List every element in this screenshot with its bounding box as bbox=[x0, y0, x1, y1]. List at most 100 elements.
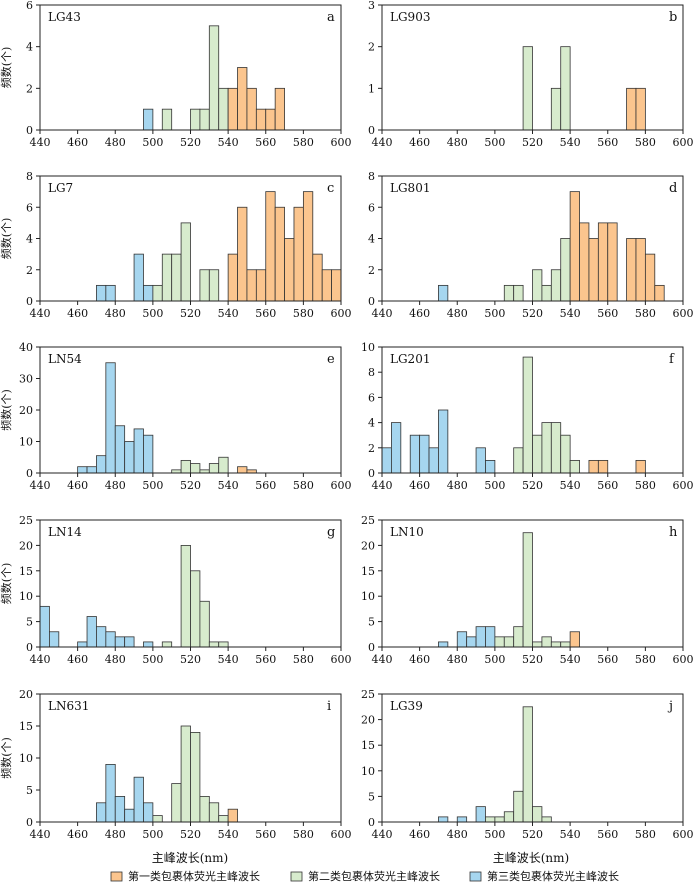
bar-g-9 bbox=[161, 641, 173, 648]
y-tick-label-f-10: 10 bbox=[361, 341, 375, 354]
bar-e-10 bbox=[190, 463, 201, 474]
bar-d-7 bbox=[569, 191, 580, 302]
panel-letter-e: e bbox=[327, 352, 335, 367]
x-tick-label-j-460: 460 bbox=[409, 828, 430, 841]
bar-h-3 bbox=[475, 626, 486, 648]
bar-a-10 bbox=[265, 108, 276, 131]
bar-j-6 bbox=[513, 790, 524, 823]
sample-name-i: LN631 bbox=[48, 699, 89, 713]
x-tick-label-f-540: 540 bbox=[560, 479, 581, 492]
bar-c-16 bbox=[284, 238, 295, 302]
bar-d-6 bbox=[560, 238, 571, 302]
panel-letter-h: h bbox=[669, 525, 678, 540]
y-tick-label-b-3: 3 bbox=[368, 0, 375, 12]
bar-e-13 bbox=[218, 456, 229, 474]
bar-f-1 bbox=[391, 422, 402, 474]
bar-f-0 bbox=[381, 447, 392, 474]
x-tick-label-j-480: 480 bbox=[447, 828, 468, 841]
bar-i-5 bbox=[143, 802, 154, 823]
bar-f-11 bbox=[541, 422, 552, 474]
y-axis-label-i: 频数(个) bbox=[0, 737, 13, 779]
x-tick-label-b-560: 560 bbox=[597, 136, 618, 149]
x-tick-label-b-480: 480 bbox=[447, 136, 468, 149]
x-tick-label-i-560: 560 bbox=[255, 828, 276, 841]
bar-i-12 bbox=[218, 815, 229, 823]
bar-e-5 bbox=[124, 441, 135, 474]
x-tick-label-g-580: 580 bbox=[293, 653, 314, 666]
legend-label-type1: 第一类包裹体荧光主峰波长 bbox=[128, 869, 260, 883]
x-tick-label-d-500: 500 bbox=[484, 307, 505, 320]
y-tick-label-g-25: 25 bbox=[19, 514, 33, 527]
bar-h-8 bbox=[522, 532, 533, 648]
bar-a-6 bbox=[227, 87, 238, 131]
bar-c-6 bbox=[171, 253, 182, 302]
x-tick-label-c-460: 460 bbox=[67, 307, 88, 320]
x-tick-label-h-580: 580 bbox=[635, 653, 656, 666]
bar-d-4 bbox=[541, 284, 552, 302]
x-tick-label-h-520: 520 bbox=[522, 653, 543, 666]
legend-swatch-type3 bbox=[469, 871, 482, 882]
bar-i-10 bbox=[199, 796, 210, 823]
bar-i-1 bbox=[105, 764, 116, 823]
x-tick-label-b-500: 500 bbox=[484, 136, 505, 149]
panel-letter-c: c bbox=[327, 181, 334, 196]
bar-a-7 bbox=[237, 67, 248, 131]
x-tick-label-c-480: 480 bbox=[105, 307, 126, 320]
bar-a-5 bbox=[218, 87, 229, 131]
bar-e-0 bbox=[77, 466, 88, 474]
x-tick-label-c-440: 440 bbox=[30, 307, 51, 320]
x-tick-label-b-440: 440 bbox=[372, 136, 393, 149]
y-tick-label-a-6: 6 bbox=[26, 0, 33, 12]
bar-j-7 bbox=[522, 706, 533, 823]
bar-g-13 bbox=[208, 641, 220, 648]
y-axis-label-a: 频数(个) bbox=[0, 47, 13, 89]
y-axis-label-g: 频数(个) bbox=[0, 563, 13, 605]
y-tick-label-g-0: 0 bbox=[26, 641, 33, 654]
bar-a-11 bbox=[274, 87, 285, 131]
x-tick-label-j-520: 520 bbox=[522, 828, 543, 841]
x-tick-label-j-500: 500 bbox=[484, 828, 505, 841]
y-tick-label-f-2: 2 bbox=[368, 442, 375, 455]
bar-c-0 bbox=[96, 284, 107, 302]
y-tick-label-i-20: 20 bbox=[19, 688, 33, 701]
panel-letter-d: d bbox=[669, 181, 677, 196]
panel-letter-b: b bbox=[669, 10, 677, 25]
bar-g-1 bbox=[49, 631, 60, 648]
bar-b-4 bbox=[635, 87, 646, 131]
y-tick-label-h-5: 5 bbox=[368, 616, 375, 629]
x-tick-label-e-580: 580 bbox=[293, 479, 314, 492]
bar-g-6 bbox=[114, 636, 126, 648]
y-tick-label-d-2: 2 bbox=[368, 264, 375, 277]
x-tick-label-j-540: 540 bbox=[560, 828, 581, 841]
bar-c-2 bbox=[133, 253, 144, 302]
bar-g-14 bbox=[218, 641, 229, 648]
bar-d-10 bbox=[597, 222, 609, 302]
x-tick-label-a-580: 580 bbox=[293, 136, 314, 149]
y-tick-label-h-25: 25 bbox=[361, 514, 375, 527]
x-tick-label-c-520: 520 bbox=[180, 307, 201, 320]
bar-f-10 bbox=[532, 434, 543, 474]
x-tick-label-g-560: 560 bbox=[255, 653, 276, 666]
y-tick-label-j-0: 0 bbox=[368, 816, 375, 829]
bar-h-13 bbox=[569, 631, 580, 648]
bar-c-3 bbox=[143, 284, 154, 302]
bar-f-9 bbox=[522, 356, 533, 474]
x-tick-label-h-540: 540 bbox=[560, 653, 581, 666]
x-tick-label-a-600: 600 bbox=[331, 136, 352, 149]
x-tick-label-d-440: 440 bbox=[372, 307, 393, 320]
x-tick-label-a-480: 480 bbox=[105, 136, 126, 149]
bar-f-14 bbox=[569, 459, 580, 474]
bar-f-6 bbox=[475, 447, 486, 474]
x-tick-label-g-480: 480 bbox=[105, 653, 126, 666]
bar-f-15 bbox=[588, 459, 599, 474]
x-tick-label-a-560: 560 bbox=[255, 136, 276, 149]
bar-g-2 bbox=[77, 641, 88, 648]
x-tick-label-i-580: 580 bbox=[293, 828, 314, 841]
x-tick-label-b-460: 460 bbox=[409, 136, 430, 149]
bar-h-6 bbox=[503, 636, 515, 648]
bar-e-6 bbox=[133, 428, 144, 474]
sample-name-c: LG7 bbox=[48, 181, 73, 195]
x-tick-label-i-540: 540 bbox=[218, 828, 239, 841]
y-tick-label-i-5: 5 bbox=[26, 784, 33, 797]
bar-g-4 bbox=[96, 626, 107, 648]
